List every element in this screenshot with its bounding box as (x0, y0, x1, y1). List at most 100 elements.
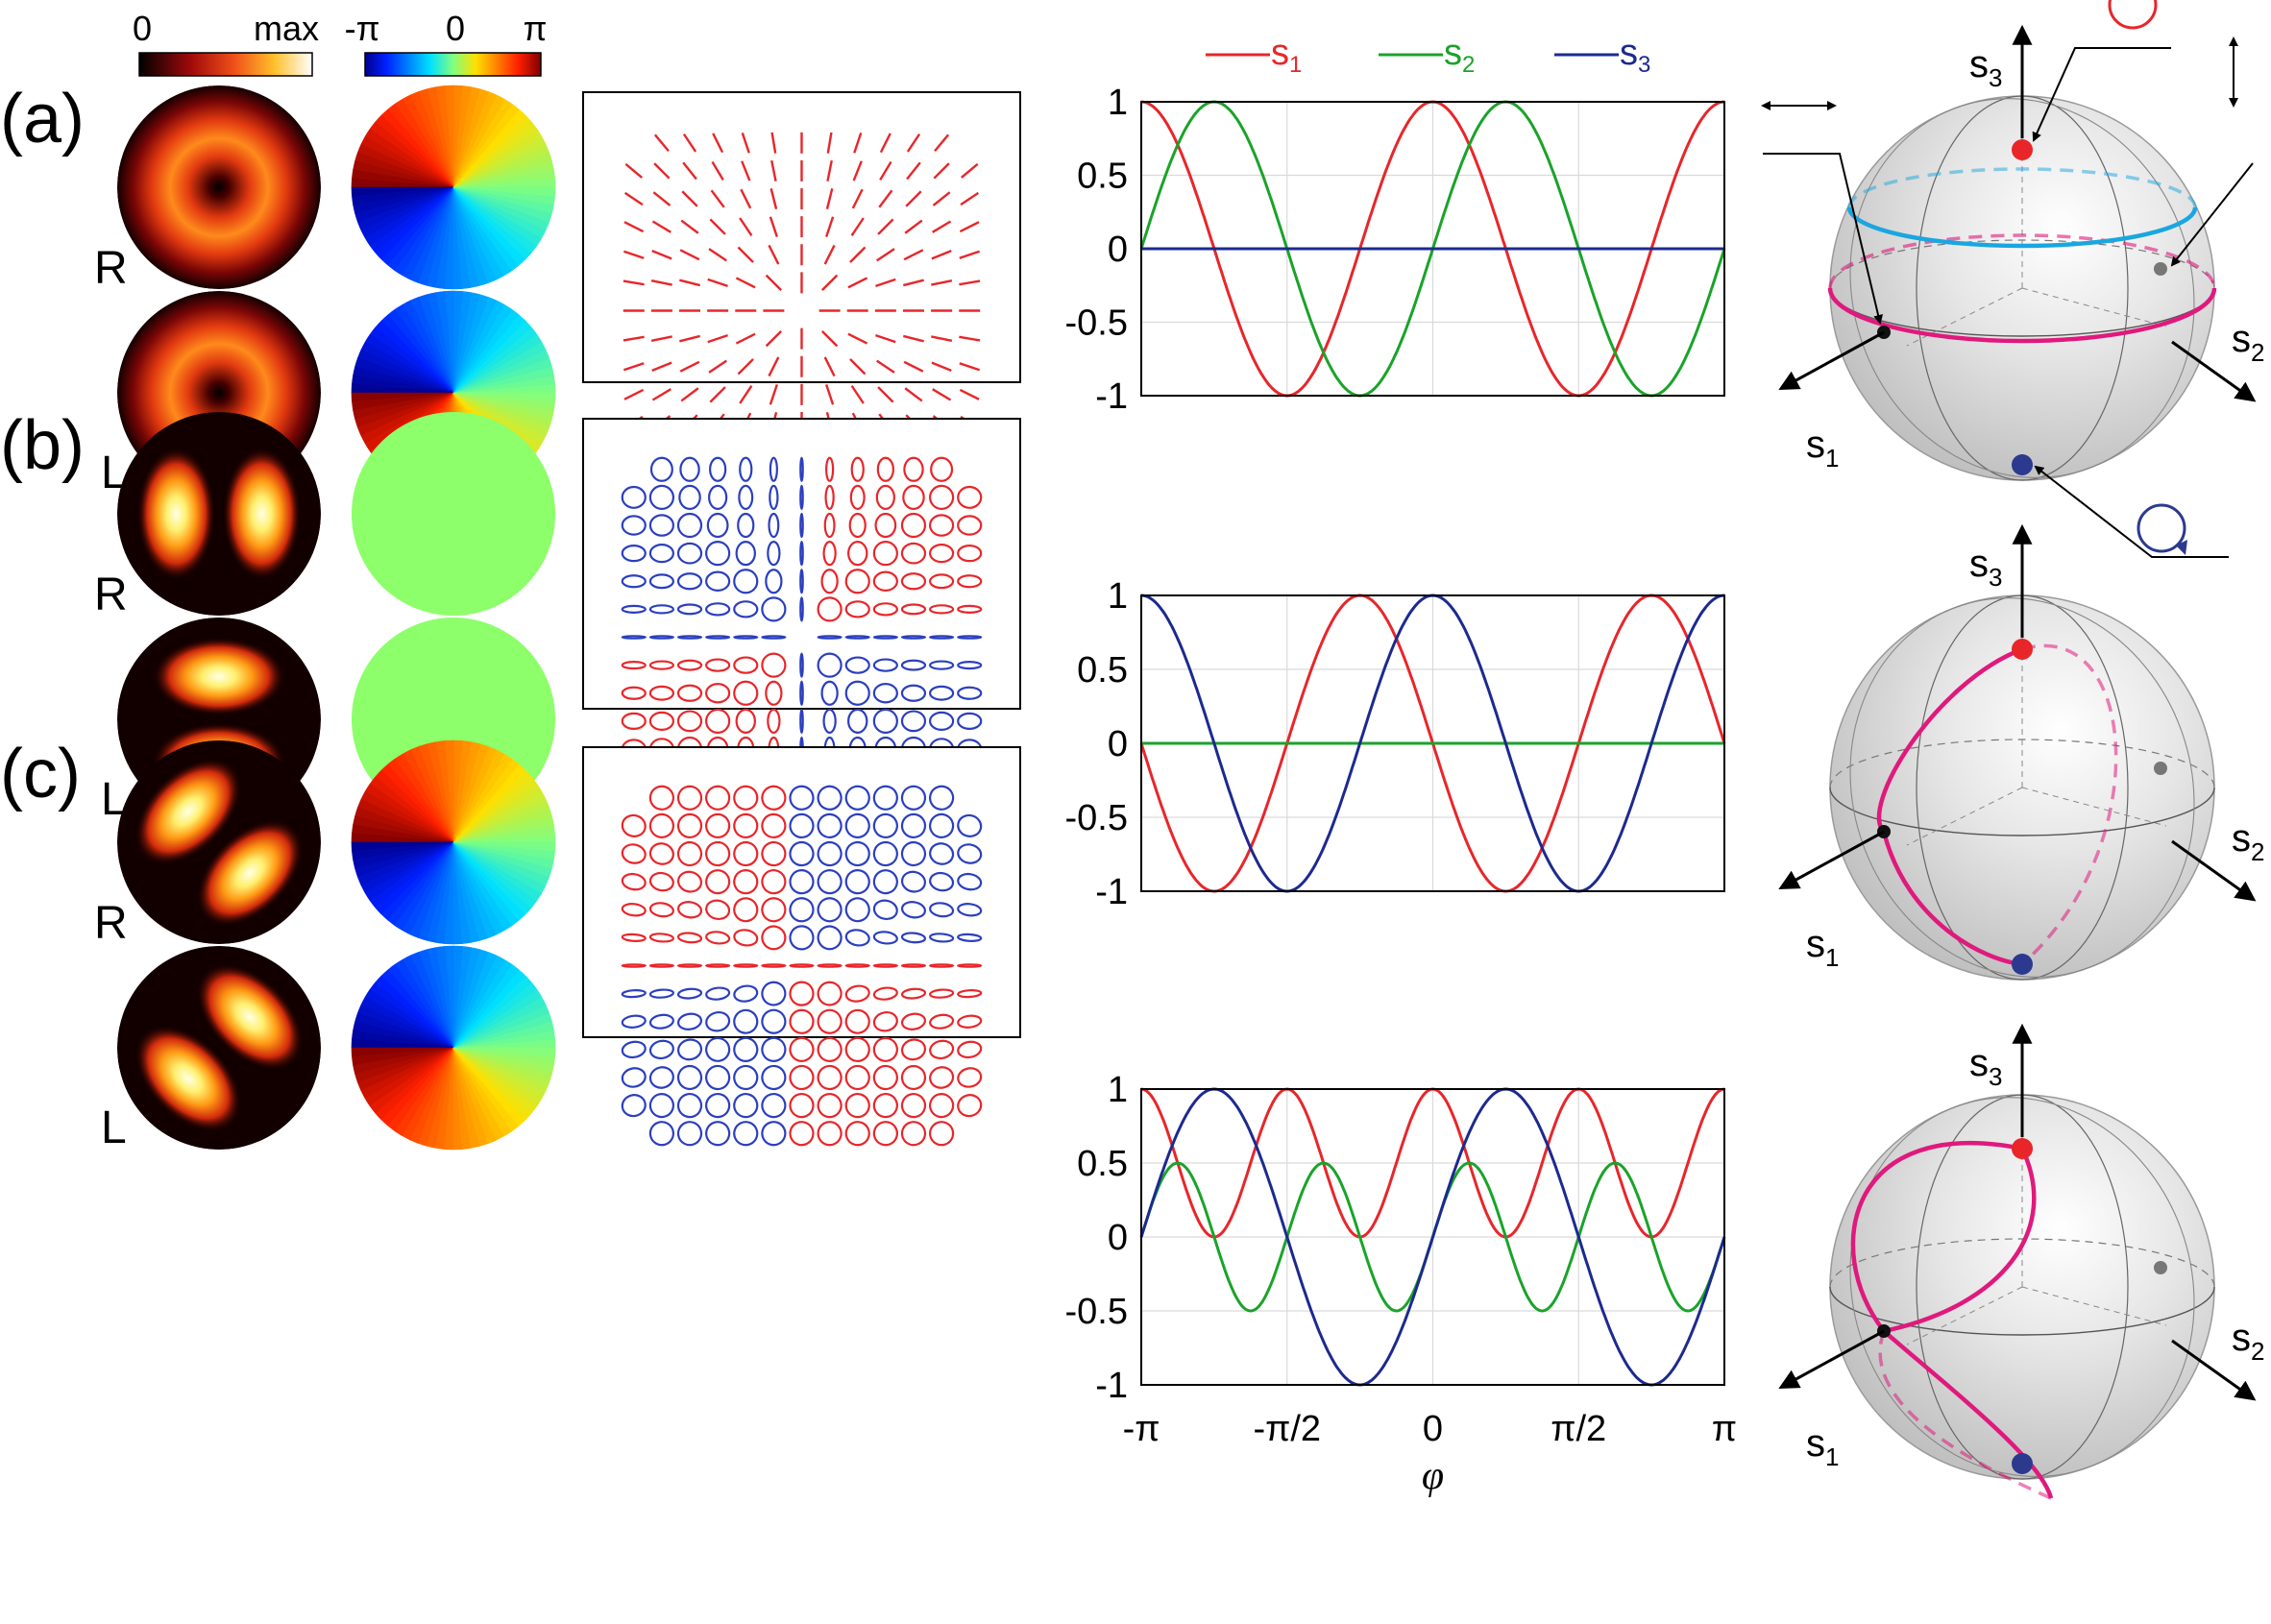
polarization-ellipse (705, 963, 731, 968)
polarization-line (769, 216, 778, 237)
polarization-ellipse (705, 570, 731, 592)
polarization-ellipse (789, 925, 815, 951)
s1-axis-label: s1 (1806, 1422, 1839, 1471)
xtick-label: -π/2 (1253, 1409, 1321, 1449)
polarization-ellipse (648, 933, 674, 943)
ytick-label: 1 (1108, 1070, 1128, 1110)
polarization-ellipse (872, 840, 898, 867)
polarization-ellipse (929, 1039, 955, 1060)
polarization-ellipse (648, 685, 675, 701)
polarization-ellipse (844, 1121, 870, 1147)
polarization-ellipse (621, 813, 647, 837)
polarization-ellipse (621, 1014, 647, 1029)
polarization-ellipse (876, 456, 894, 482)
north-pole-point (2012, 139, 2033, 160)
polarization-ellipse (621, 515, 647, 536)
polarization-ellipse (676, 840, 703, 867)
polarization-ellipse (817, 652, 842, 678)
polarization-ellipse (708, 484, 728, 511)
phase-wedge (452, 1047, 556, 1057)
polarization-ellipse (900, 870, 926, 893)
polarization-ellipse (737, 512, 755, 539)
polarization-line (679, 334, 700, 343)
axis-guide (1906, 787, 2023, 846)
polarization-ellipse (761, 897, 787, 923)
polarization-ellipse (900, 542, 927, 565)
north-pole-point (2012, 639, 2033, 660)
polarization-ellipse (789, 981, 815, 1006)
polarization-ellipse (789, 785, 815, 811)
polarization-ellipse (676, 1121, 703, 1147)
polarization-line (650, 279, 672, 286)
polarization-ellipse (761, 925, 787, 951)
polarization-ellipse (817, 596, 842, 622)
polarization-line (740, 188, 752, 209)
polarization-line (847, 332, 868, 345)
polarization-ellipse (799, 484, 804, 511)
x-axis: -π -π/2 0 π/2 π φ (1123, 1409, 1738, 1498)
polarization-line (879, 160, 892, 181)
polarization-ellipse (705, 708, 731, 734)
ytick-label: 0.5 (1077, 1144, 1128, 1184)
polarization-ellipse (928, 635, 955, 640)
polarization-ellipse (929, 1093, 955, 1119)
polarization-line (681, 190, 698, 207)
polarization-ellipse (733, 963, 759, 968)
sphere-equator-front (1829, 1286, 2215, 1336)
polarization-ellipse (957, 712, 983, 730)
r-intensity-disk (117, 412, 321, 616)
legend-entry-s3: s3 (1554, 33, 1650, 78)
poincare-sphere: s3 s1 s2 (1778, 1023, 2264, 1500)
intensity-lobe (152, 637, 286, 716)
polarization-line (932, 388, 952, 401)
polarization-ellipse (733, 680, 759, 706)
polarization-ellipse (769, 484, 779, 511)
polarization-ellipse (621, 933, 647, 942)
polarization-ellipse (847, 541, 868, 567)
polarization-ellipse (929, 871, 955, 892)
polarization-line (851, 188, 864, 209)
polarization-line (823, 244, 836, 265)
polarization-ellipse (872, 1121, 898, 1147)
polarization-ellipse (874, 512, 897, 539)
south-pole-point (2012, 1453, 2033, 1474)
polarization-ellipse (765, 569, 783, 594)
legend: s1 s2 s3 (1206, 33, 1650, 78)
polarization-ellipse (676, 785, 703, 811)
axis-guide (1906, 1286, 2023, 1345)
polarization-ellipse (705, 1121, 731, 1147)
polarization-ellipse (739, 456, 753, 482)
polarization-ellipse (872, 931, 898, 945)
polarization-ellipse (872, 1010, 898, 1032)
polarization-ellipse (705, 840, 731, 867)
s1-pointer (1763, 153, 1884, 325)
row-label: (b) (0, 407, 85, 484)
polarization-line (931, 335, 953, 342)
polarization-line (876, 248, 895, 262)
polarization-line (679, 279, 700, 287)
polarization-line (933, 162, 950, 180)
xtick-label: -π (1123, 1409, 1160, 1449)
polarization-line (650, 335, 672, 342)
intensity-colorbar: 0 max (133, 9, 319, 77)
polarization-ellipse (875, 484, 895, 511)
polarization-line (849, 246, 867, 263)
polarization-ellipse (705, 812, 731, 839)
polarization-ellipse (705, 931, 731, 945)
polarization-ellipse (957, 515, 983, 536)
polarization-ellipse (789, 1064, 815, 1091)
polarization-ellipse (705, 658, 731, 672)
polarization-ellipse (844, 1064, 870, 1091)
polarization-ellipse (621, 574, 647, 589)
sphere-meridian (1849, 597, 2195, 978)
polarization-ellipse (928, 604, 955, 615)
polarization-ellipse (929, 812, 955, 838)
polarization-ellipse (817, 925, 842, 951)
polarization-ellipse (621, 635, 647, 640)
polarization-ellipse (817, 1121, 842, 1147)
colorbar-intensity-max: max (254, 9, 319, 48)
r-intensity-disk (117, 740, 321, 944)
polarization-ellipse (872, 635, 898, 640)
polarization-ellipse (677, 1038, 703, 1061)
ytick-label: -1 (1095, 1366, 1128, 1406)
